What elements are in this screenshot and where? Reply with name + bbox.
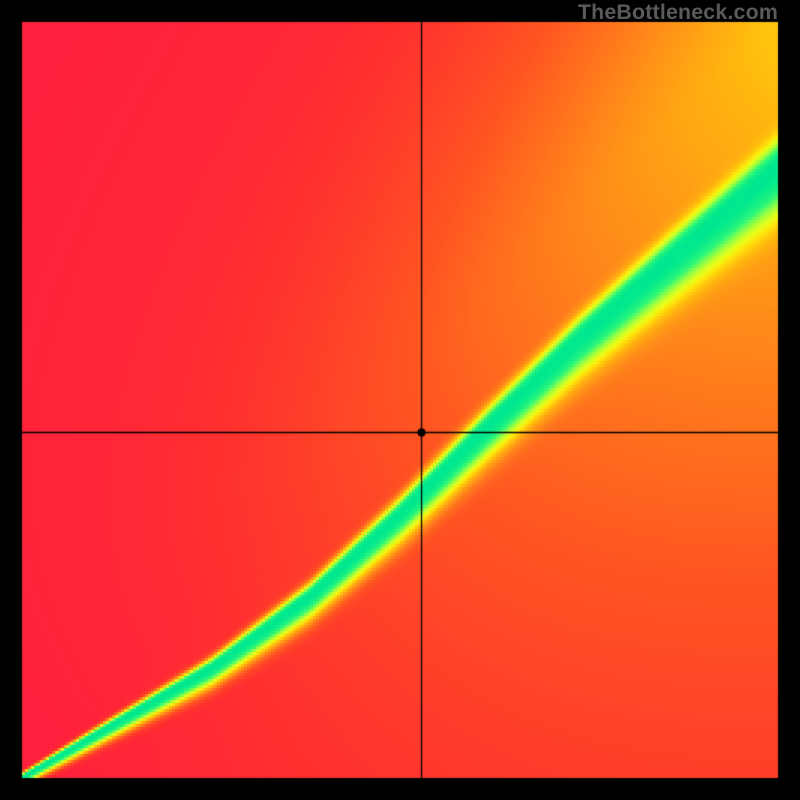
figure-container: TheBottleneck.com <box>0 0 800 800</box>
bottleneck-heatmap-canvas <box>0 0 800 800</box>
watermark-text: TheBottleneck.com <box>578 0 778 25</box>
